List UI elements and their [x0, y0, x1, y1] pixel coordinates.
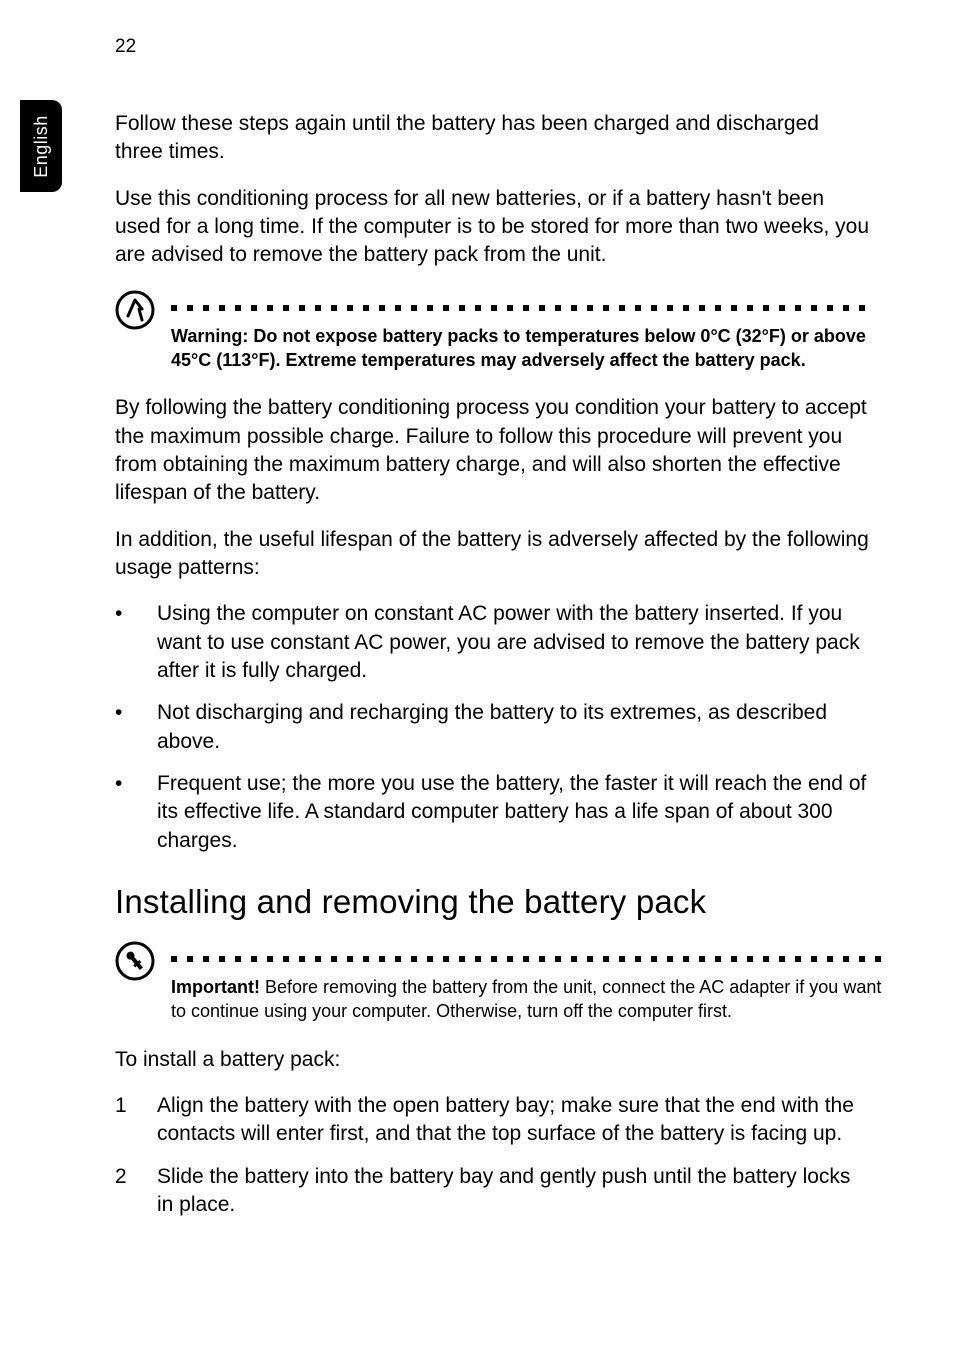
list-item: •Using the computer on constant AC power… [115, 600, 870, 685]
important-label: Important! [171, 977, 260, 997]
list-item: 1Align the battery with the open battery… [115, 1092, 870, 1149]
intro-paragraph-1: Follow these steps again until the batte… [115, 110, 870, 167]
bullet-mark: • [115, 600, 157, 685]
step-number: 2 [115, 1163, 157, 1220]
body-paragraph-1: By following the battery conditioning pr… [115, 394, 870, 507]
bullet-list: •Using the computer on constant AC power… [115, 600, 870, 855]
body-paragraph-2: In addition, the useful lifespan of the … [115, 526, 870, 583]
warning-icon [115, 290, 171, 330]
bullet-text: Not discharging and recharging the batte… [157, 699, 870, 756]
list-item: 2Slide the battery into the battery bay … [115, 1163, 870, 1220]
important-body: Before removing the battery from the uni… [171, 977, 881, 1021]
step-text: Slide the battery into the battery bay a… [157, 1163, 870, 1220]
warning-text: Warning: Do not expose battery packs to … [171, 324, 875, 373]
intro-paragraph-2: Use this conditioning process for all ne… [115, 185, 870, 270]
bullet-text: Frequent use; the more you use the batte… [157, 770, 870, 855]
list-item: •Frequent use; the more you use the batt… [115, 770, 870, 855]
important-text: Important! Before removing the battery f… [171, 975, 891, 1024]
content-area: Follow these steps again until the batte… [115, 110, 870, 1233]
step-number: 1 [115, 1092, 157, 1149]
bullet-mark: • [115, 699, 157, 756]
warning-block: Warning: Do not expose battery packs to … [115, 290, 870, 373]
step-text: Align the battery with the open battery … [157, 1092, 870, 1149]
bullet-mark: • [115, 770, 157, 855]
list-item: •Not discharging and recharging the batt… [115, 699, 870, 756]
dotted-rule [171, 304, 875, 312]
install-intro: To install a battery pack: [115, 1046, 870, 1074]
page: 22 English Follow these steps again unti… [0, 0, 954, 1369]
page-number: 22 [115, 36, 136, 58]
language-tab-label: English [31, 115, 52, 178]
important-icon [115, 941, 171, 981]
numbered-list: 1Align the battery with the open battery… [115, 1092, 870, 1219]
dotted-rule [171, 955, 891, 963]
language-tab: English [20, 100, 62, 192]
bullet-text: Using the computer on constant AC power … [157, 600, 870, 685]
section-heading: Installing and removing the battery pack [115, 883, 870, 921]
important-block: Important! Before removing the battery f… [115, 941, 870, 1024]
